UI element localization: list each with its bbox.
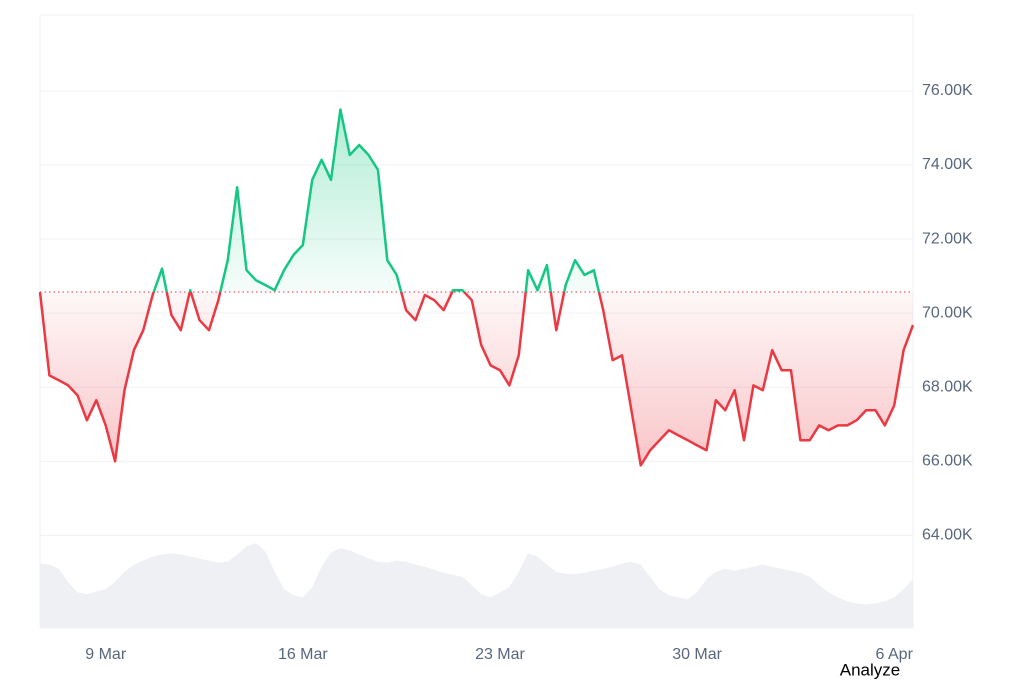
- y-tick-label: 70.00K: [922, 304, 973, 321]
- y-tick-label: 68.00K: [922, 378, 973, 395]
- x-tick-label: 6 Apr: [876, 646, 914, 663]
- price-area: [40, 109, 913, 466]
- x-tick-label: 23 Mar: [475, 646, 525, 663]
- y-tick-label: 72.00K: [922, 230, 973, 247]
- y-tick-label: 66.00K: [922, 453, 973, 470]
- y-tick-label: 64.00K: [922, 527, 973, 544]
- x-tick-label: 30 Mar: [672, 646, 722, 663]
- x-tick-label: 16 Mar: [278, 646, 328, 663]
- price-line: [38, 108, 915, 467]
- y-tick-label: 74.00K: [922, 156, 973, 173]
- x-tick-label: 9 Mar: [85, 646, 127, 663]
- y-tick-label: 76.00K: [922, 82, 973, 99]
- volume-area: [40, 543, 913, 628]
- analyze-button[interactable]: Analyze: [840, 660, 900, 679]
